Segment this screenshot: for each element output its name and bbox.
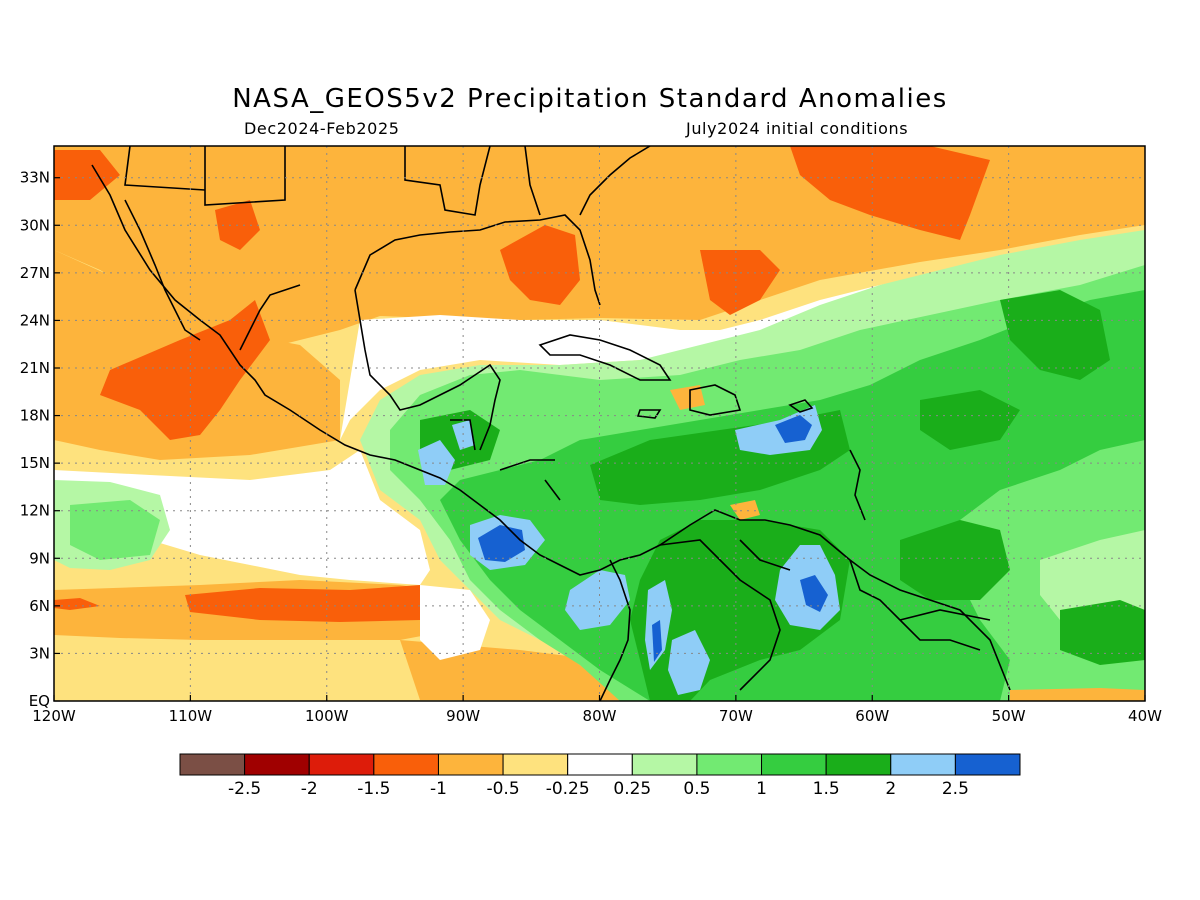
colorbar-swatch	[373, 753, 439, 776]
lat-axis: EQ 3N 6N 9N 12N 15N 18N 21N 24N 27N 30N 33N	[20, 169, 60, 710]
grid-lines	[54, 146, 1145, 701]
lon-tick-label: 50W	[992, 707, 1026, 725]
colorbar-label: 2	[885, 779, 896, 799]
colorbar-label: -0.5	[486, 779, 519, 799]
colorbar-label: 0.25	[613, 779, 651, 799]
colorbar-label: 2.5	[942, 779, 969, 799]
colorbar-swatch	[179, 753, 246, 776]
lon-axis: 120W 110W 100W 90W 80W 70W 60W 50W 40W	[32, 695, 1162, 725]
lat-tick-label: 24N	[20, 311, 50, 329]
colorbar-label: 1	[756, 779, 767, 799]
coastlines	[91, 146, 1011, 701]
lat-tick-label: 3N	[29, 644, 50, 662]
lon-tick-label: 70W	[719, 707, 753, 725]
lat-tick-label: 18N	[20, 407, 50, 425]
colorbar-label: -1	[430, 779, 447, 799]
lon-tick-label: 110W	[169, 707, 213, 725]
lat-tick-label: 6N	[29, 597, 50, 615]
lon-tick-label: 60W	[855, 707, 889, 725]
map-title: NASA_GEOS5v2 Precipitation Standard Anom…	[232, 84, 948, 114]
colorbar-swatch	[631, 753, 698, 776]
lat-tick-label: EQ	[29, 692, 50, 710]
colorbar-label: 0.5	[683, 779, 710, 799]
colorbar-swatch	[244, 753, 310, 776]
colorbar-label: -1.5	[357, 779, 390, 799]
colorbar-swatch	[308, 753, 375, 776]
lon-tick-label: 120W	[32, 707, 76, 725]
colorbar-swatch	[502, 753, 569, 776]
colorbar-label: -0.25	[546, 779, 590, 799]
colorbar-swatch	[696, 753, 763, 776]
colorbar-swatch	[761, 753, 827, 776]
colorbar-swatch	[825, 753, 892, 776]
colorbar-swatch	[890, 753, 956, 776]
colorbar-label: -2	[301, 779, 318, 799]
lat-tick-label: 33N	[20, 169, 50, 187]
colorbar-label: 1.5	[813, 779, 840, 799]
colorbar-swatch	[954, 753, 1021, 776]
colorbar-swatch	[567, 753, 633, 776]
initial-conditions: July2024 initial conditions	[686, 119, 909, 138]
colorbar-swatch	[437, 753, 504, 776]
colorbar-label: -2.5	[228, 779, 261, 799]
lon-tick-label: 40W	[1128, 707, 1162, 725]
forecast-period: Dec2024-Feb2025	[244, 119, 400, 138]
lon-tick-label: 100W	[305, 707, 349, 725]
lon-tick-label: 90W	[446, 707, 480, 725]
lat-tick-label: 21N	[20, 359, 50, 377]
lat-tick-label: 12N	[20, 502, 50, 520]
lat-tick-label: 9N	[29, 549, 50, 567]
colorbar: -2.5 -2 -1.5 -1 -0.5 -0.25 0.25 0.5 1 1.5 2 2.5	[179, 753, 1021, 799]
lat-tick-label: 15N	[20, 454, 50, 472]
lat-tick-label: 30N	[20, 216, 50, 234]
lat-tick-label: 27N	[20, 264, 50, 282]
lon-tick-label: 80W	[583, 707, 617, 725]
